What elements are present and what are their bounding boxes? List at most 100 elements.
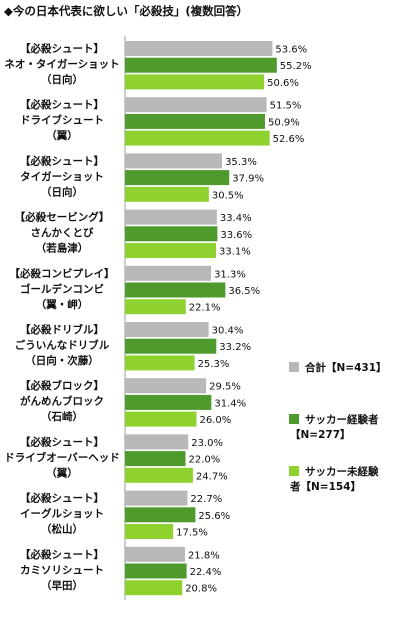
- category-label: 【必殺セービング】: [15, 211, 110, 224]
- category-label: （松山）: [41, 523, 83, 536]
- category-label: イーグルショット: [20, 507, 104, 520]
- data-label: 55.2%: [280, 61, 312, 72]
- legend-label: 合計【N=431】: [304, 361, 387, 374]
- data-label: 30.5%: [212, 190, 244, 201]
- category-label: 【必殺シュート】: [20, 492, 104, 505]
- bar: [125, 170, 230, 186]
- category-label: 【必殺シュート】: [20, 435, 104, 448]
- legend-swatch: [289, 414, 299, 424]
- data-label: 52.6%: [273, 134, 305, 145]
- data-label: 22.0%: [189, 455, 221, 466]
- category-label: タイガーショット: [20, 170, 104, 183]
- category-label: （翼・岬）: [36, 298, 89, 311]
- category-label: 【必殺シュート】: [20, 548, 104, 561]
- bar: [125, 546, 185, 562]
- category-label: カミソリシュート: [20, 564, 104, 576]
- data-label: 50.9%: [268, 117, 300, 128]
- bar: [125, 434, 189, 450]
- data-label: 22.1%: [189, 303, 221, 314]
- category-label: ドライブシュート: [20, 114, 104, 127]
- category-label: （若島津）: [36, 242, 89, 255]
- bar: [125, 282, 226, 298]
- data-label: 50.6%: [267, 78, 299, 89]
- data-label: 23.0%: [191, 438, 223, 449]
- category-label: 【必殺シュート】: [20, 154, 104, 167]
- category-label: 【必殺コンビプレイ】: [10, 267, 115, 280]
- data-label: 22.7%: [190, 494, 222, 505]
- data-label: 33.4%: [220, 213, 252, 224]
- bar: [125, 41, 273, 56]
- bar: [125, 299, 186, 315]
- legend-swatch: [289, 466, 299, 476]
- data-label: 25.3%: [198, 359, 230, 370]
- category-label: （翼）: [46, 129, 78, 142]
- category-label: （早田）: [41, 579, 83, 592]
- category-label: 【必殺ブロック】: [20, 379, 104, 392]
- bar: [125, 338, 217, 354]
- bar: [125, 226, 218, 242]
- bar: [125, 451, 186, 467]
- bar: [125, 563, 187, 579]
- category-label: さんかくとび: [31, 226, 94, 239]
- category-label: ドライブオーバーヘッド: [4, 451, 119, 464]
- legend-swatch: [289, 362, 299, 372]
- data-label: 29.5%: [209, 382, 241, 393]
- legend-label: 【N=277】: [290, 428, 351, 441]
- bar: [125, 265, 212, 281]
- bar: [125, 322, 209, 337]
- data-label: 35.3%: [225, 157, 257, 168]
- bar: [125, 186, 209, 202]
- bar: [125, 580, 183, 596]
- data-label: 26.0%: [200, 415, 232, 426]
- data-label: 31.4%: [214, 398, 246, 409]
- category-label: ゴールデンコンビ: [20, 282, 104, 295]
- data-label: 25.6%: [198, 511, 230, 522]
- bar: [125, 130, 270, 146]
- data-label: 51.5%: [270, 101, 302, 112]
- legend-label: サッカー経験者: [305, 413, 379, 426]
- bar: [125, 490, 188, 506]
- category-label: がんめんブロック: [20, 395, 104, 408]
- data-label: 21.8%: [188, 550, 220, 561]
- category-label: （翼）: [46, 466, 78, 479]
- bar: [125, 97, 267, 113]
- data-label: 33.1%: [219, 247, 251, 258]
- data-label: 33.6%: [220, 230, 252, 241]
- category-label: 【必殺シュート】: [20, 98, 104, 111]
- bar: [125, 74, 265, 90]
- category-label: 【必殺シュート】: [20, 42, 104, 55]
- data-label: 20.8%: [185, 584, 217, 595]
- data-label: 36.5%: [228, 286, 260, 297]
- bar: [125, 355, 195, 371]
- data-label: 30.4%: [212, 326, 244, 337]
- category-label: （日向・次藤）: [25, 354, 99, 367]
- bar: [125, 243, 217, 258]
- data-label: 53.6%: [275, 45, 307, 56]
- category-label: （日向）: [41, 185, 83, 198]
- category-label: ネオ・タイガーショット: [4, 58, 119, 71]
- chart-title: ◆今の日本代表に欲しい「必殺技」(複数回答）: [4, 4, 249, 18]
- bar: [125, 411, 197, 427]
- bar: [125, 153, 223, 169]
- data-label: 37.9%: [232, 174, 264, 185]
- bar: [125, 524, 174, 539]
- legend-label: 者【N=154】: [289, 480, 361, 493]
- bar: [125, 467, 193, 483]
- data-label: 22.4%: [190, 567, 222, 578]
- data-label: 17.5%: [176, 528, 208, 539]
- category-label: （日向）: [41, 73, 83, 86]
- category-label: ごういんなドリブル: [15, 339, 110, 352]
- bar: [125, 394, 212, 410]
- bar: [125, 209, 217, 225]
- bar: [125, 113, 265, 129]
- bar: [125, 378, 207, 394]
- category-label: 【必殺ドリブル】: [20, 323, 104, 336]
- data-label: 31.3%: [214, 269, 246, 280]
- category-label: （石崎）: [41, 410, 83, 423]
- bar: [125, 57, 277, 73]
- bar: [125, 507, 196, 523]
- data-label: 33.2%: [219, 342, 251, 353]
- legend-label: サッカー未経験: [305, 465, 379, 478]
- data-label: 24.7%: [196, 471, 228, 482]
